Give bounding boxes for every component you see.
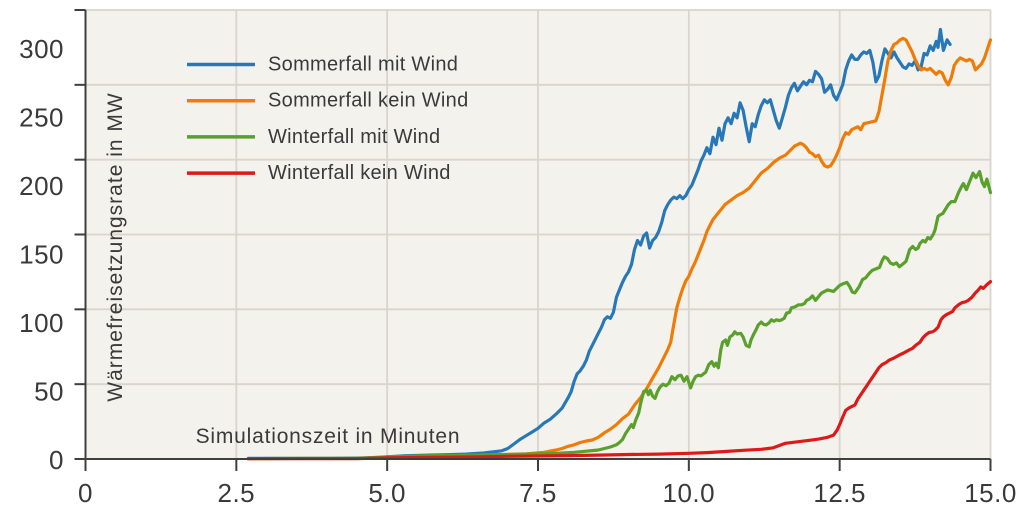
axes [74,9,992,471]
x-tick-label-10.0: 10.0 [663,478,716,508]
y-axis-title: Wärmefreisetzungsrate in MW [104,92,127,401]
y-tick-label-100: 100 [19,308,64,338]
legend-label-sommerfall-mit-wind: Sommerfall mit Wind [268,54,458,76]
y-tick-label-150: 150 [19,240,64,270]
y-tick-label-50: 50 [34,377,64,407]
legend-label-winterfall-mit-wind: Winterfall mit Wind [268,126,440,148]
legend-item-sommerfall-mit-wind: Sommerfall mit Wind [187,54,458,76]
legend-item-winterfall-kein-wind: Winterfall kein Wind [187,162,451,184]
series-line-winterfall-mit-wind [246,170,993,461]
legend-item-winterfall-mit-wind: Winterfall mit Wind [187,126,440,148]
series-line-winterfall-kein-wind [246,280,993,461]
x-tick-label-15.0: 15.0 [964,478,1017,508]
legend-label-sommerfall-kein-wind: Sommerfall kein Wind [268,90,469,112]
series-lines [246,27,993,461]
x-tick-label-7.5: 7.5 [519,478,557,508]
legend-label-winterfall-kein-wind: Winterfall kein Wind [268,162,451,184]
legend: Sommerfall mit Wind Sommerfall kein Wind W… [187,54,469,184]
series-line-sommerfall-kein-wind [246,36,993,461]
x-tick-label-12.5: 12.5 [813,478,866,508]
x-axis-title: Simulationszeit in Minuten [196,425,461,448]
legend-item-sommerfall-kein-wind: Sommerfall kein Wind [187,90,469,112]
x-tick-label-2.5: 2.5 [218,478,256,508]
tick-labels: 0 50 100 150 200 250 300 0 2.5 5.0 7.5 10.0 12.5 15.0 [19,34,1017,508]
y-tick-label-0: 0 [49,445,64,475]
x-tick-label-5.0: 5.0 [368,478,406,508]
series-line-sommerfall-mit-wind [246,27,952,460]
x-tick-label-0: 0 [78,478,93,508]
y-tick-label-250: 250 [19,103,64,133]
y-tick-label-300: 300 [19,34,64,64]
y-tick-label-200: 200 [19,171,64,201]
